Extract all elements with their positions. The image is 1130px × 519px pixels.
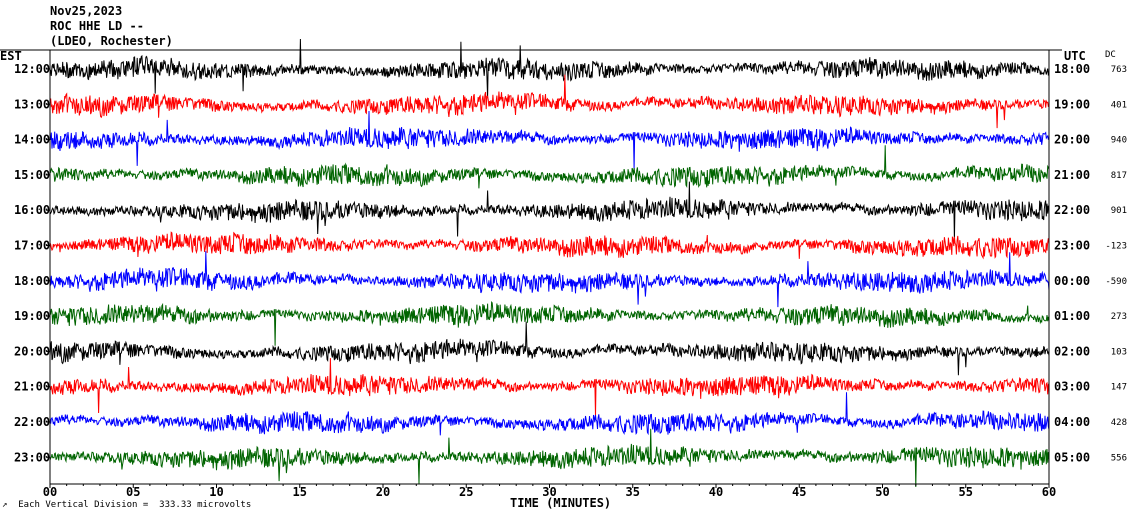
trace-row-2100 bbox=[49, 358, 1050, 417]
est-label-1200: 12:00 bbox=[14, 62, 50, 76]
scale-text: Each Vertical Division = 333.33 microvol… bbox=[18, 500, 252, 510]
est-label-1800: 18:00 bbox=[14, 274, 50, 288]
dc-value: -123 bbox=[1105, 242, 1127, 252]
trace-row-1300 bbox=[49, 74, 1050, 129]
x-tick-label-40: 40 bbox=[709, 485, 723, 499]
est-label-1500: 15:00 bbox=[14, 168, 50, 182]
dc-value: 103 bbox=[1111, 347, 1127, 357]
est-hour-labels: 12:00 13:00 14:00 15:00 16:00 17:00 18:00 19:00… bbox=[14, 62, 50, 464]
x-tick-label-50: 50 bbox=[875, 485, 889, 499]
seismic-traces bbox=[49, 38, 1050, 488]
dc-value: 273 bbox=[1111, 312, 1127, 322]
x-tick-label-35: 35 bbox=[626, 485, 640, 499]
x-tick-label-10: 10 bbox=[209, 485, 223, 499]
dc-offset-labels: 763 401 940 817 901 -123 -590 273 103 147 428 556 bbox=[1105, 65, 1127, 463]
utc-label-2000: 20:00 bbox=[1054, 133, 1090, 147]
dc-value: 940 bbox=[1111, 136, 1127, 146]
trace-row-1600 bbox=[49, 181, 1050, 240]
x-tick-label-45: 45 bbox=[792, 485, 806, 499]
x-axis-ticks: 00 05 10 15 20 25 30 35 40 45 50 55 60 bbox=[43, 484, 1056, 499]
utc-label-2300: 23:00 bbox=[1054, 239, 1090, 253]
est-label-2200: 22:00 bbox=[14, 415, 50, 429]
dc-value: -590 bbox=[1105, 277, 1127, 287]
dc-value: 556 bbox=[1111, 453, 1127, 463]
utc-label-0300: 03:00 bbox=[1054, 380, 1090, 394]
x-tick-label-15: 15 bbox=[293, 485, 307, 499]
dc-value: 428 bbox=[1111, 418, 1127, 428]
est-label-1900: 19:00 bbox=[14, 309, 50, 323]
utc-label-1900: 19:00 bbox=[1054, 97, 1090, 111]
trace-row-1800 bbox=[49, 251, 1050, 308]
utc-label-2100: 21:00 bbox=[1054, 168, 1090, 182]
utc-label-0100: 01:00 bbox=[1054, 309, 1090, 323]
est-label-2300: 23:00 bbox=[14, 450, 50, 464]
utc-label-1800: 18:00 bbox=[1054, 62, 1090, 76]
date-label: Nov25,2023 bbox=[50, 4, 123, 18]
x-axis-title: TIME (MINUTES) bbox=[510, 496, 612, 510]
dc-value: 817 bbox=[1111, 171, 1127, 181]
est-axis-title: EST bbox=[0, 49, 22, 63]
x-tick-label-00: 00 bbox=[43, 485, 57, 499]
trace-row-2300 bbox=[49, 428, 1050, 488]
utc-label-0400: 04:00 bbox=[1054, 415, 1090, 429]
utc-hour-labels: 18:00 19:00 20:00 21:00 22:00 23:00 00:00 01:00… bbox=[1054, 62, 1090, 464]
utc-label-2200: 22:00 bbox=[1054, 203, 1090, 217]
x-tick-label-55: 55 bbox=[959, 485, 973, 499]
x-tick-label-05: 05 bbox=[126, 485, 140, 499]
x-tick-label-30: 30 bbox=[542, 485, 556, 499]
scale-footnote: ↗ Each Vertical Division = 333.33 microv… bbox=[2, 500, 251, 510]
dc-value: 147 bbox=[1111, 383, 1127, 393]
est-label-2000: 20:00 bbox=[14, 344, 50, 358]
est-label-1700: 17:00 bbox=[14, 239, 50, 253]
footnote-marker: ↗ bbox=[2, 500, 8, 510]
organization-label: (LDEO, Rochester) bbox=[50, 34, 173, 48]
trace-row-1500 bbox=[49, 145, 1050, 189]
utc-label-0200: 02:00 bbox=[1054, 344, 1090, 358]
est-label-1600: 16:00 bbox=[14, 203, 50, 217]
x-tick-label-25: 25 bbox=[459, 485, 473, 499]
trace-row-1400 bbox=[49, 110, 1049, 170]
trace-row-1200 bbox=[49, 38, 1050, 98]
est-label-1300: 13:00 bbox=[14, 97, 50, 111]
station-label: ROC HHE LD -- bbox=[50, 19, 144, 33]
dc-value: 763 bbox=[1111, 65, 1127, 75]
est-label-2100: 21:00 bbox=[14, 380, 50, 394]
dc-axis-title: DC bbox=[1105, 50, 1116, 60]
x-tick-label-60: 60 bbox=[1042, 485, 1056, 499]
utc-label-0500: 05:00 bbox=[1054, 450, 1090, 464]
trace-row-2000 bbox=[49, 321, 1050, 376]
x-tick-label-20: 20 bbox=[376, 485, 390, 499]
trace-row-1900 bbox=[49, 301, 1050, 346]
utc-label-0000: 00:00 bbox=[1054, 274, 1090, 288]
dc-value: 901 bbox=[1111, 206, 1127, 216]
utc-axis-title: UTC bbox=[1064, 49, 1086, 63]
trace-row-2200 bbox=[49, 392, 1050, 436]
trace-row-1700 bbox=[49, 231, 1050, 260]
est-label-1400: 14:00 bbox=[14, 133, 50, 147]
dc-value: 401 bbox=[1111, 100, 1127, 110]
